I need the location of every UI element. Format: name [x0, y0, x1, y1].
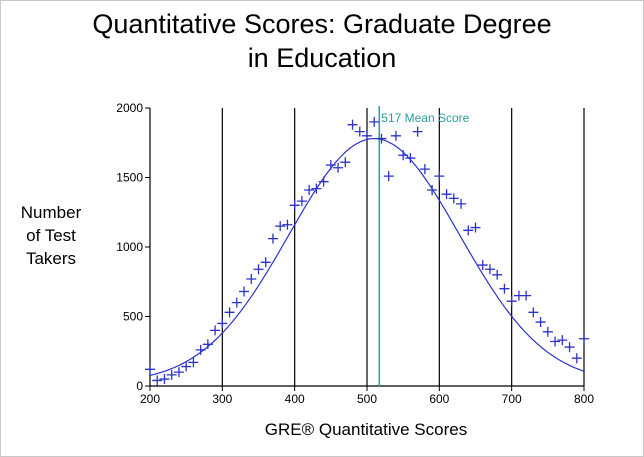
data-point-480 — [347, 119, 358, 130]
data-point-680 — [492, 269, 503, 280]
data-point-460 — [333, 162, 344, 173]
data-point-430 — [311, 183, 322, 194]
y-tick-label-1000: 1000 — [116, 240, 143, 254]
x-axis-label: GRE® Quantitative Scores — [264, 420, 468, 439]
data-point-560 — [405, 153, 416, 164]
data-point-800 — [579, 333, 589, 344]
data-point-340 — [246, 273, 257, 284]
data-point-200 — [145, 364, 155, 375]
x-tick-label-400: 400 — [285, 392, 305, 406]
data-point-270 — [195, 344, 206, 355]
data-point-660 — [477, 260, 488, 271]
data-point-570 — [412, 126, 423, 137]
data-point-720 — [521, 290, 532, 301]
data-point-790 — [571, 353, 582, 364]
data-point-600 — [434, 171, 445, 182]
data-point-310 — [224, 307, 235, 318]
data-point-580 — [419, 164, 430, 175]
data-point-320 — [231, 297, 242, 308]
data-point-550 — [398, 150, 409, 161]
data-point-400 — [289, 200, 300, 211]
x-tick-label-600: 600 — [429, 392, 449, 406]
data-point-770 — [557, 335, 568, 346]
data-point-330 — [239, 286, 250, 297]
y-tick-label-1500: 1500 — [116, 171, 143, 185]
x-tick-label-200: 200 — [140, 392, 160, 406]
data-point-730 — [528, 307, 539, 318]
data-point-540 — [390, 130, 401, 141]
chart-title-line-1: Quantitative Scores: Graduate Degree — [92, 9, 552, 39]
data-point-610 — [441, 189, 452, 200]
data-point-370 — [267, 233, 278, 244]
data-point-690 — [499, 283, 510, 294]
data-point-630 — [456, 198, 467, 209]
data-point-250 — [181, 361, 192, 372]
data-point-780 — [564, 342, 575, 353]
x-tick-label-300: 300 — [212, 392, 232, 406]
data-point-410 — [296, 196, 307, 207]
data-point-300 — [217, 318, 228, 329]
y-axis-label-line-1: Number — [20, 203, 82, 222]
data-point-650 — [470, 222, 481, 233]
data-point-470 — [340, 157, 351, 168]
data-point-440 — [318, 176, 329, 187]
data-point-490 — [354, 126, 365, 137]
data-point-380 — [275, 221, 286, 232]
data-point-290 — [210, 325, 221, 336]
y-axis-label-line-3: Takers — [25, 249, 77, 268]
data-point-740 — [535, 317, 546, 328]
data-point-390 — [282, 219, 293, 230]
mean-label: 517 Mean Score — [381, 111, 469, 125]
data-point-280 — [202, 339, 213, 350]
y-axis-label-line-2: of Test — [26, 226, 76, 245]
data-point-750 — [542, 326, 553, 337]
y-tick-label-2000: 2000 — [116, 101, 143, 115]
data-point-620 — [448, 193, 459, 204]
data-point-210 — [152, 375, 163, 386]
x-tick-label-800: 800 — [574, 392, 594, 406]
data-point-670 — [484, 264, 495, 275]
y-axis-label: Number of Test Takers — [6, 201, 96, 270]
data-point-530 — [383, 171, 394, 182]
data-point-700 — [506, 296, 517, 307]
y-tick-label-0: 0 — [136, 379, 143, 393]
data-point-220 — [159, 374, 170, 385]
data-point-510 — [369, 116, 380, 127]
data-point-760 — [550, 336, 561, 347]
y-tick-label-500: 500 — [123, 310, 143, 324]
data-point-240 — [173, 367, 184, 378]
data-point-350 — [253, 264, 264, 275]
data-point-230 — [166, 369, 177, 380]
data-point-420 — [304, 185, 315, 196]
data-point-450 — [325, 159, 336, 170]
data-point-590 — [427, 185, 438, 196]
x-tick-label-500: 500 — [357, 392, 377, 406]
data-point-640 — [463, 225, 474, 236]
x-tick-label-700: 700 — [502, 392, 522, 406]
data-point-500 — [362, 130, 372, 141]
data-point-520 — [376, 133, 387, 144]
data-point-260 — [188, 357, 199, 368]
data-point-360 — [260, 257, 271, 268]
chart-title-line-2: in Education — [247, 43, 397, 73]
